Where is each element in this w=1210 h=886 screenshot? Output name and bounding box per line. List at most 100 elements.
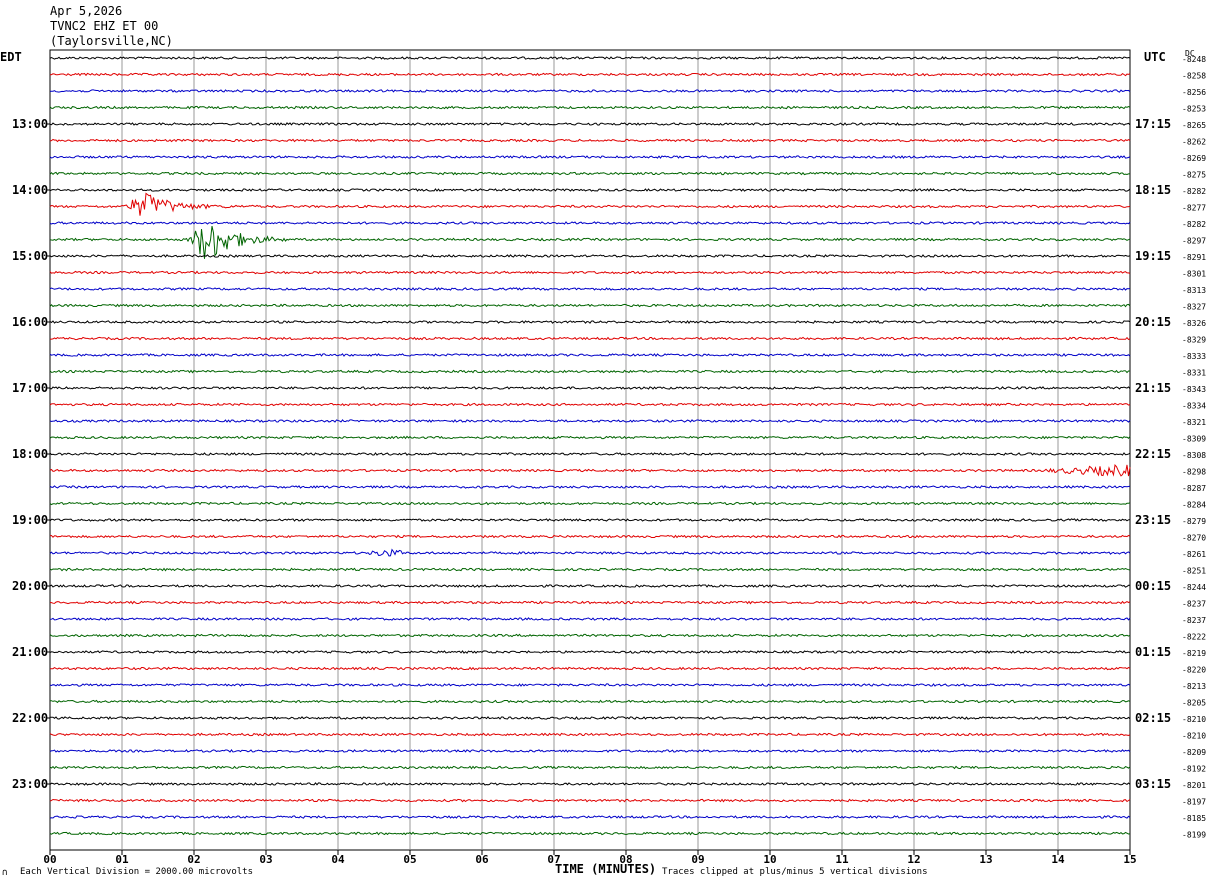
trace-line <box>49 749 1131 753</box>
trace-line <box>49 270 1131 275</box>
x-tick-label: 12 <box>907 853 920 866</box>
x-tick-label: 15 <box>1123 853 1136 866</box>
trace-line <box>49 732 1131 737</box>
dc-offset-label: -8270 <box>1182 534 1206 543</box>
trace-line <box>49 765 1131 770</box>
trace-line <box>49 419 1131 423</box>
trace-line <box>49 699 1131 704</box>
x-tick-label: 06 <box>475 853 489 866</box>
trace-line <box>49 518 1131 522</box>
dc-offset-label: -8261 <box>1182 550 1206 559</box>
dc-offset-label: -8321 <box>1182 418 1206 427</box>
trace-line <box>49 56 1131 60</box>
utc-hour-label: 19:15 <box>1135 249 1171 263</box>
trace-line <box>49 221 1131 225</box>
dc-offset-label: -8279 <box>1182 517 1206 526</box>
dc-offset-label: -8262 <box>1182 138 1206 147</box>
dc-offset-label: -8275 <box>1182 171 1206 180</box>
dc-offset-label: -8199 <box>1182 831 1206 840</box>
dc-offset-label: -8298 <box>1182 468 1206 477</box>
dc-offset-label: -8326 <box>1182 319 1206 328</box>
dc-offset-label: -8251 <box>1182 567 1206 576</box>
x-tick-label: 08 <box>619 853 632 866</box>
trace-line <box>49 155 1131 159</box>
trace-line <box>49 122 1131 126</box>
dc-offset-label: -8244 <box>1182 583 1206 592</box>
trace-line <box>49 798 1131 803</box>
dc-offset-label: -8291 <box>1182 253 1206 262</box>
dc-offset-label: -8237 <box>1182 600 1206 609</box>
dc-offset-label: -8220 <box>1182 666 1206 675</box>
x-tick-label: 13 <box>979 853 992 866</box>
dc-offset-label: -8210 <box>1182 715 1206 724</box>
dc-offset-label: -8197 <box>1182 798 1206 807</box>
station-code: TVNC2 EHZ ET 00 <box>50 19 159 33</box>
dc-offset-label: -8258 <box>1182 72 1206 81</box>
edt-hour-label: 16:00 <box>12 315 48 329</box>
record-date: Apr 5,2026 <box>50 4 123 18</box>
trace-line <box>49 501 1131 506</box>
utc-hour-label: 22:15 <box>1135 447 1171 461</box>
station-location: (Taylorsville,NC) <box>50 34 173 48</box>
x-tick-label: 09 <box>691 853 704 866</box>
trace-line <box>49 485 1131 489</box>
trace-line <box>49 633 1131 638</box>
x-tick-label: 03 <box>259 853 272 866</box>
x-tick-label: 10 <box>763 853 776 866</box>
x-tick-label: 11 <box>835 853 849 866</box>
edt-hour-label: 17:00 <box>12 381 48 395</box>
dc-offset-label: -8205 <box>1182 699 1206 708</box>
trace-line <box>49 89 1131 93</box>
trace-line <box>49 138 1131 143</box>
dc-offset-label: -8297 <box>1182 237 1206 246</box>
left-timezone-label: EDT <box>0 50 22 64</box>
trace-line <box>49 567 1131 572</box>
plot-frame <box>49 49 1131 851</box>
dc-offset-label: -8331 <box>1182 369 1206 378</box>
scale-note: Each Vertical Division = 2000.00 microvo… <box>20 867 253 877</box>
x-tick-label: 05 <box>403 853 416 866</box>
utc-hour-label: 18:15 <box>1135 183 1171 197</box>
edt-hour-label: 21:00 <box>12 645 48 659</box>
utc-hour-label: 21:15 <box>1135 381 1171 395</box>
x-tick-label: 14 <box>1051 853 1065 866</box>
dc-offset-label: -8277 <box>1182 204 1206 213</box>
utc-hour-label: 17:15 <box>1135 117 1171 131</box>
right-timezone-label: UTC <box>1144 50 1166 64</box>
dc-offset-label: -8334 <box>1182 402 1206 411</box>
corner-mark: ∩ <box>2 868 8 878</box>
trace-line <box>49 452 1131 456</box>
utc-hour-label: 03:15 <box>1135 777 1171 791</box>
dc-offset-label: -8253 <box>1182 105 1206 114</box>
trace-line <box>49 105 1131 110</box>
trace-line <box>49 287 1131 291</box>
utc-hour-label: 02:15 <box>1135 711 1171 725</box>
x-tick-label: 04 <box>331 853 345 866</box>
dc-offset-label: -8185 <box>1182 814 1206 823</box>
utc-hour-label: 20:15 <box>1135 315 1171 329</box>
dc-offset-label: -8343 <box>1182 385 1206 394</box>
x-tick-label: 01 <box>115 853 129 866</box>
trace-line <box>49 435 1131 440</box>
dc-offset-label: -8309 <box>1182 435 1206 444</box>
trace-line <box>49 336 1131 341</box>
dc-offset-label: -8269 <box>1182 154 1206 163</box>
trace-line <box>49 171 1131 176</box>
trace-line <box>49 192 1131 216</box>
trace-line <box>49 683 1131 687</box>
dc-offset-label: -8329 <box>1182 336 1206 345</box>
dc-offset-label: -8213 <box>1182 682 1206 691</box>
trace-line <box>49 716 1131 720</box>
x-axis-title: TIME (MINUTES) <box>555 862 657 876</box>
utc-hour-label: 01:15 <box>1135 645 1171 659</box>
dc-offset-label: -8287 <box>1182 484 1206 493</box>
trace-line <box>49 548 1131 557</box>
dc-offset-label: -8301 <box>1182 270 1206 279</box>
trace-line <box>49 782 1131 786</box>
trace-line <box>49 464 1131 477</box>
dc-offset-header: DC <box>1185 49 1195 58</box>
dc-offset-label: -8210 <box>1182 732 1206 741</box>
x-tick-label: 02 <box>187 853 200 866</box>
trace-line <box>49 617 1131 621</box>
edt-hour-label: 22:00 <box>12 711 48 725</box>
